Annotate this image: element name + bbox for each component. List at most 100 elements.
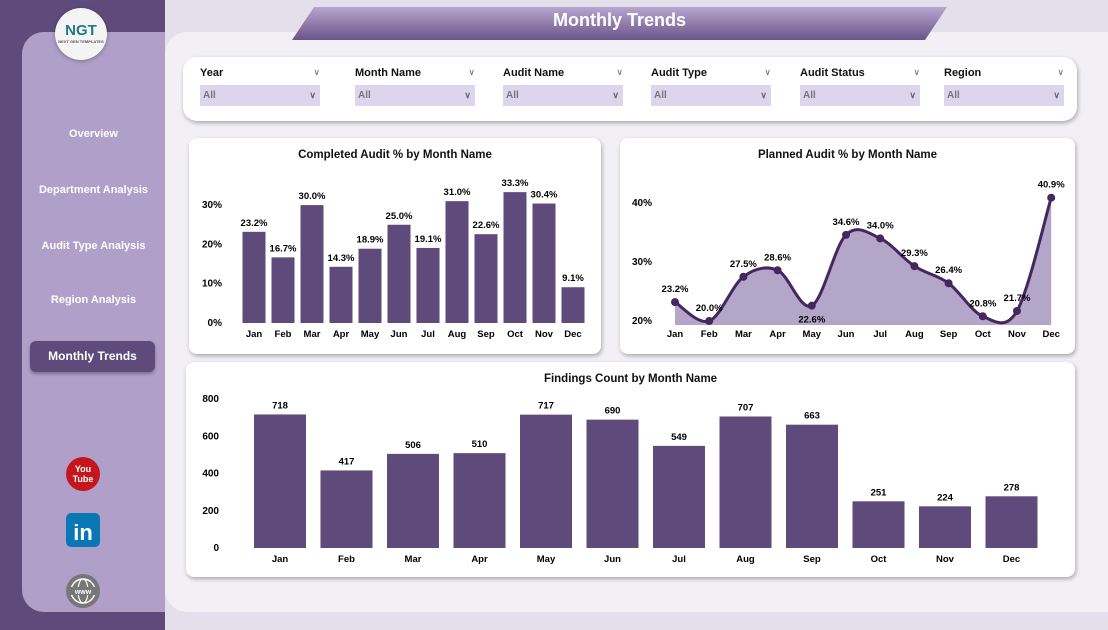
x-tick-label: Jan [667,329,684,340]
completed-audit-plot: 0% 10% 20% 30% 23.2% Jan 16.7% Feb 30.0% Mar 14.3%… [202,178,585,340]
bar-dec [985,496,1038,548]
bar-nov [532,203,556,323]
filter-audit-type[interactable]: Audit Type ∨ All ∨ [651,65,771,106]
y-tick-label: 200 [202,506,219,517]
x-tick-label: Dec [564,329,581,340]
x-tick-label: Oct [975,329,992,340]
website-icon[interactable]: www [65,573,101,609]
x-tick-label: May [361,329,380,340]
data-label: 278 [1004,482,1020,493]
x-tick-label: Oct [507,329,524,340]
filter-dropdown[interactable]: All ∨ [200,85,320,106]
point-jul [876,234,885,243]
filter-audit-status[interactable]: Audit Status ∨ All ∨ [800,65,920,106]
filter-value: All [358,90,371,101]
point-apr [773,266,782,275]
data-label: 19.1% [415,234,442,245]
x-tick-label: Jan [246,329,263,340]
x-tick-label: Feb [701,329,718,340]
filter-dropdown[interactable]: All ∨ [503,85,623,106]
bar-may [520,414,572,548]
y-tick-label: 10% [202,279,222,290]
x-tick-label: Apr [471,554,488,565]
x-tick-label: Mar [735,329,752,340]
sidebar-item-overview[interactable]: Overview [69,128,118,140]
bar-oct [852,501,905,548]
y-tick-label: 20% [202,239,222,250]
data-label: 28.6% [764,252,791,263]
x-tick-label: Jan [272,554,289,565]
logo-subtext: NEXT GEN TEMPLATES [58,39,104,44]
x-tick-label: Feb [275,329,292,340]
chevron-down-icon[interactable]: ∨ [1057,67,1064,77]
bar-sep [786,424,838,548]
bar-nov [919,506,971,548]
filter-year[interactable]: Year ∨ All ∨ [200,65,320,106]
x-tick-label: Apr [333,329,350,340]
point-nov [1013,306,1021,315]
chevron-down-icon[interactable]: ∨ [313,67,320,77]
x-tick-label: Sep [940,329,958,340]
x-tick-label: Jul [873,329,887,340]
svg-text:in: in [73,520,93,545]
data-label: 29.3% [901,248,928,259]
x-tick-label: Dec [1042,329,1059,340]
data-label: 20.8% [969,298,996,309]
y-tick-label: 600 [202,431,219,442]
x-tick-label: May [537,554,556,565]
filter-dropdown[interactable]: All ∨ [651,85,771,106]
y-tick-label: 40% [632,198,652,209]
filter-region[interactable]: Region ∨ All ∨ [944,65,1064,106]
filter-dropdown[interactable]: All ∨ [944,85,1064,106]
filter-label: Region [944,67,982,79]
y-tick-label: 0% [208,318,223,329]
data-label: 18.9% [357,235,384,246]
filter-month-name[interactable]: Month Name ∨ All ∨ [355,65,475,106]
x-tick-label: Jul [421,329,435,340]
sidebar-item-audit-type-analysis[interactable]: Audit Type Analysis [41,240,146,252]
findings-count-chart: Findings Count by Month Name 0 200 400 600 8… [186,362,1075,577]
sidebar-item-department-analysis[interactable]: Department Analysis [38,184,149,196]
planned-audit-plot: 20% 30% 40% 23.2% Jan 20.0% Feb 27.5% Mar 28.6% Ap… [632,180,1065,340]
filter-audit-name[interactable]: Audit Name ∨ All ∨ [503,65,623,106]
data-label: 34.6% [833,217,860,228]
svg-text:Tube: Tube [73,474,94,484]
filter-value: All [203,90,216,101]
chevron-down-icon[interactable]: ∨ [616,67,623,77]
data-label: 21.7% [1004,293,1031,304]
point-dec [1047,193,1056,202]
filter-value: All [803,90,816,101]
data-label: 718 [272,400,288,411]
data-label: 14.3% [328,253,355,264]
bar-aug [719,416,772,548]
x-tick-label: Jun [391,329,408,340]
chevron-down-icon[interactable]: ∨ [913,67,920,77]
bar-feb [320,470,373,548]
filter-dropdown[interactable]: All ∨ [355,85,475,106]
chevron-down-icon: ∨ [612,90,619,100]
x-tick-label: Sep [477,329,495,340]
point-jan [671,298,679,307]
data-label: 30.4% [531,190,558,201]
point-sep [944,279,953,288]
bar-mar [300,205,324,323]
chevron-down-icon[interactable]: ∨ [468,67,475,77]
x-tick-label: Aug [905,329,924,340]
chevron-down-icon: ∨ [1053,90,1060,100]
filter-dropdown[interactable]: All ∨ [800,85,920,106]
logo-text: NGT [65,22,97,39]
sidebar-item-region-analysis[interactable]: Region Analysis [50,294,137,306]
chevron-down-icon[interactable]: ∨ [764,67,771,77]
bar-apr [329,266,353,323]
linkedin-icon[interactable]: in [65,512,101,548]
data-label: 22.6% [473,220,500,231]
y-tick-label: 800 [202,394,219,405]
filter-label: Audit Status [800,67,865,79]
y-tick-label: 400 [202,469,219,480]
data-label: 22.6% [798,315,825,326]
sidebar-item-monthly-trends[interactable]: Monthly Trends [30,341,155,372]
x-tick-label: Oct [871,554,888,565]
x-tick-label: Sep [803,554,821,565]
filter-bar: Year ∨ All ∨ Month Name ∨ All ∨ Audit Name ∨ All ∨ A… [183,57,1077,121]
